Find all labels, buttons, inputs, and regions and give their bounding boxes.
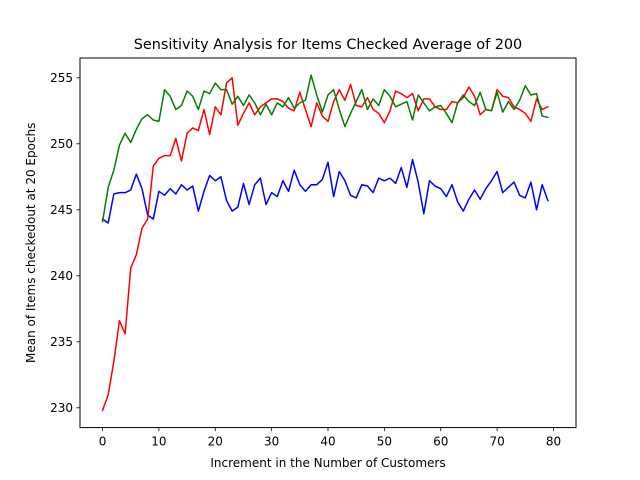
y-tick-label: 255 bbox=[50, 71, 73, 85]
y-axis: 230 235 240 245 250 255 bbox=[50, 71, 80, 415]
y-tick-label: 230 bbox=[50, 401, 73, 415]
x-tick-label: 10 bbox=[151, 435, 166, 449]
x-axis-label: Increment in the Number of Customers bbox=[210, 456, 445, 470]
x-tick-label: 70 bbox=[489, 435, 504, 449]
x-tick-label: 0 bbox=[99, 435, 107, 449]
y-tick-label: 240 bbox=[50, 269, 73, 283]
series-line-3 bbox=[101, 74, 549, 223]
series-line-1 bbox=[101, 158, 549, 224]
x-axis: 0 10 20 30 40 50 60 70 80 bbox=[99, 427, 561, 449]
series-line-2 bbox=[101, 77, 549, 412]
x-tick-label: 20 bbox=[208, 435, 223, 449]
x-tick-label: 30 bbox=[264, 435, 279, 449]
y-tick-label: 235 bbox=[50, 335, 73, 349]
x-tick-label: 60 bbox=[433, 435, 448, 449]
y-tick-label: 250 bbox=[50, 137, 73, 151]
x-tick-label: 40 bbox=[320, 435, 335, 449]
x-tick-label: 50 bbox=[377, 435, 392, 449]
chart-title: Sensitivity Analysis for Items Checked A… bbox=[134, 37, 522, 53]
y-axis-label: Mean of Items checkedout at 20 Epochs bbox=[24, 123, 38, 363]
y-tick-label: 245 bbox=[50, 203, 73, 217]
series-layer bbox=[101, 74, 549, 412]
x-tick-label: 80 bbox=[546, 435, 561, 449]
